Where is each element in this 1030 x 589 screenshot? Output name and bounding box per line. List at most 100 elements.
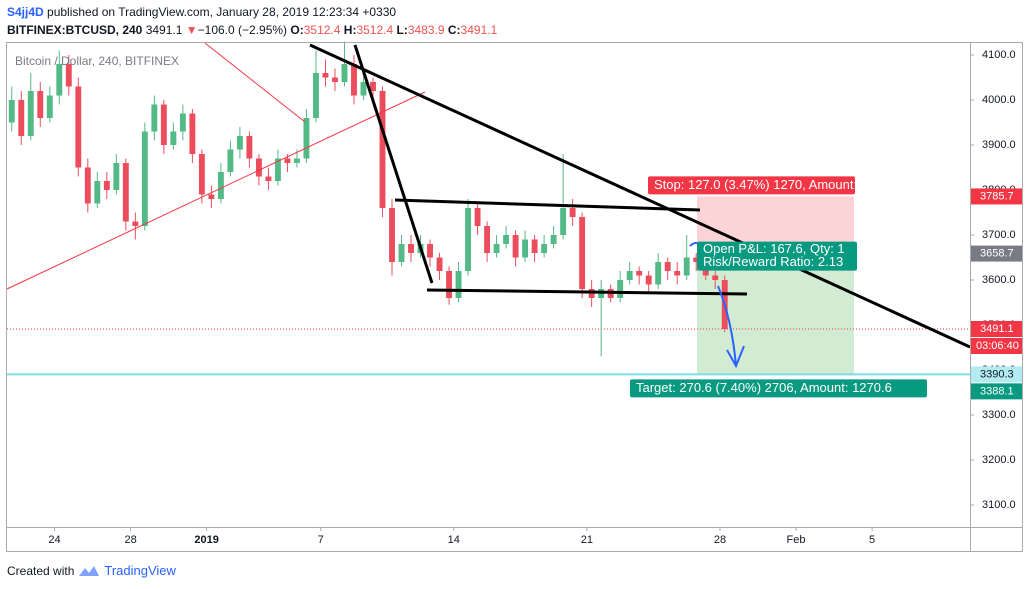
down-arrow: ▼ [185,23,198,37]
price-tag: 3785.7 [980,190,1014,202]
change: −106.0 (−2.95%) [197,23,288,37]
y-tick-label: 3200.0 [982,454,1016,466]
l-value: 3483.9 [407,23,445,37]
candle-body [455,271,462,298]
candle-body [484,226,491,254]
y-tick-label: 3700.0 [982,229,1016,241]
candle-body [65,64,72,87]
o-value: 3512.4 [303,23,341,37]
position-layer [7,196,970,376]
candle-body [313,73,319,119]
c-label: C: [447,23,461,37]
candle-body [170,131,177,146]
candle-body [664,262,671,272]
y-tick-label: 3900.0 [982,139,1016,151]
price-tag: 3658.7 [980,247,1014,259]
y-tick-label: 3600.0 [982,274,1016,286]
candle-body [179,113,186,132]
price-tag-bg [971,188,1022,205]
candle-body [227,149,234,173]
y-tick-label: 4000.0 [982,94,1016,106]
candle-body [512,235,519,258]
pnl-label: Open P&L: 167.6, Qty: 1 [703,241,845,256]
candle-body [189,113,196,155]
candle-body [522,239,529,258]
candle-body [626,271,633,281]
brand[interactable]: TradingView [104,563,176,578]
chart-title: Bitcoin / Dollar, 240, BITFINEX [15,54,179,68]
price-tag: 3388.1 [980,385,1014,397]
h-value: 3512.4 [356,23,394,37]
x-tick-label: 21 [581,534,593,546]
publisher[interactable]: S4jj4D [7,5,44,19]
candle-body [37,91,44,119]
stop-label: Stop: 127.0 (3.47%) 1270, Amount: 873 [654,177,882,192]
candle-body [503,235,510,245]
candle-body [303,118,310,159]
candle-body [693,257,700,263]
trend-line [204,42,306,123]
header-line-1: S4jj4D published on TradingView.com, Jan… [7,3,497,21]
trend-line [394,198,701,212]
target-zone [697,253,854,376]
l-label: L: [396,23,408,37]
last: 3491.1 [145,23,183,37]
candle-body [645,275,652,285]
footer: Created with TradingView [7,563,176,578]
candle-body [293,158,300,164]
candle-body [389,208,395,263]
x-tick-label: Feb [787,534,806,546]
candle-body [198,154,205,195]
candle-body [360,82,367,96]
candle-body [217,172,224,200]
price-tag: 3390.3 [980,368,1014,380]
price-tag-bg [971,383,1022,400]
candle-body [436,257,443,272]
candle-body [160,104,167,146]
x-tick-label: 24 [48,534,60,546]
candle-body [427,244,433,258]
stop-label-bg [648,176,855,195]
candle-body [75,86,82,168]
candle-body [408,244,414,254]
x-tick-label: 7 [318,534,324,546]
candle-body [274,158,281,182]
candle-body [103,181,110,191]
candle-body [398,244,405,263]
y-tick-label: 3300.0 [982,409,1016,421]
candle-body [151,104,158,132]
candle-body [370,82,376,92]
trend-line [6,91,426,290]
candle-body [208,194,215,200]
x-tick-label: 2019 [194,534,218,546]
candle-body [56,64,63,96]
pnl-bg [697,241,857,271]
candle-body [531,239,538,254]
candle-body [113,163,120,191]
frame [6,42,1023,552]
h-label: H: [343,23,357,37]
candle-body [683,257,690,276]
logo [79,565,100,576]
created-with: Created with [7,563,75,578]
candle-body [617,280,624,298]
candle-body [712,275,719,281]
candle-body [379,91,386,209]
candle-body [8,100,15,123]
candle-body [265,176,272,182]
target-label-bg [630,379,927,398]
axis-layer: 3100.03200.03300.03400.03500.03600.03700… [48,49,1022,546]
candle-body [141,131,148,227]
x-tick-label: 14 [448,534,460,546]
candle-body [550,235,557,245]
symbol: BITFINEX:BTCUSD, 240 [7,23,143,37]
trend-line [309,43,971,349]
candle-body [465,208,472,272]
arrow-head [726,345,745,369]
drawings [6,42,971,369]
price-tag: 3491.1 [980,323,1014,335]
published: published on TradingView.com, January 28… [47,5,397,19]
